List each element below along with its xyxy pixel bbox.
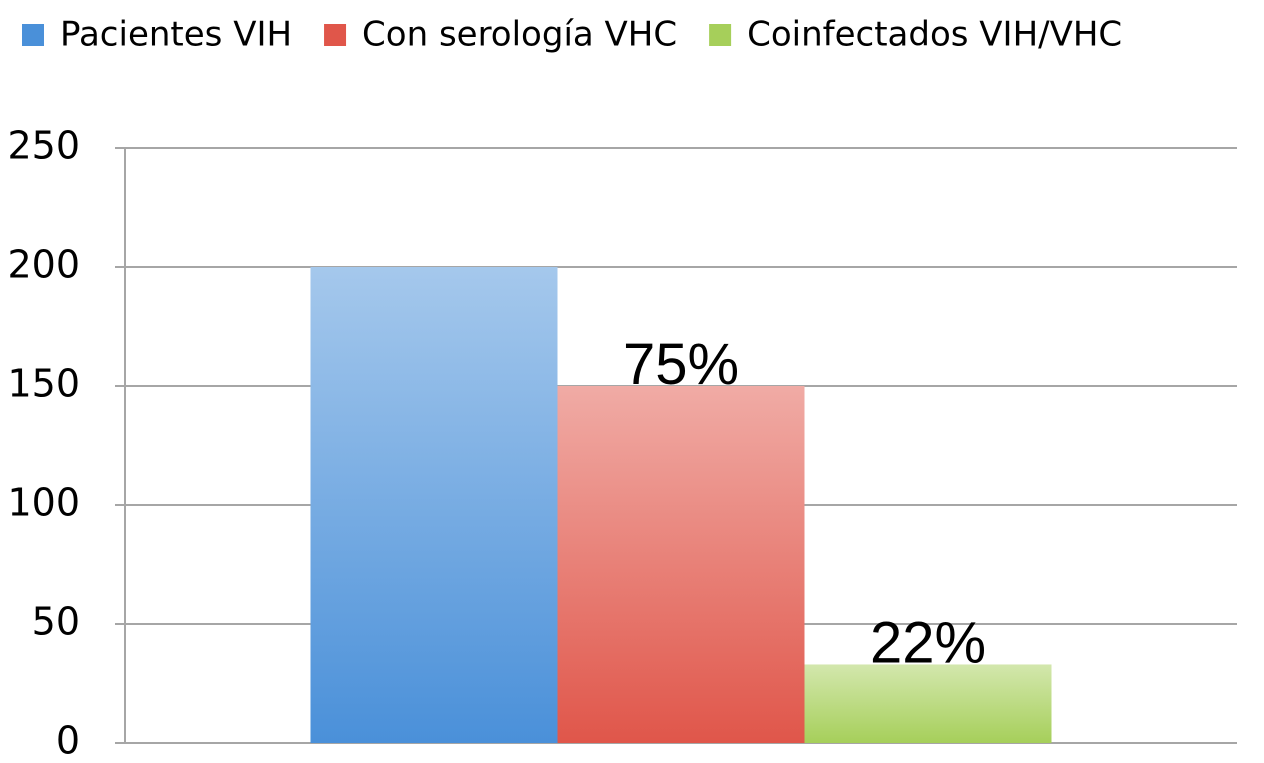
y-tick-label: 50 <box>32 600 80 644</box>
legend-swatch <box>22 24 44 46</box>
bar <box>557 386 805 743</box>
annotation: 75% <box>623 332 739 397</box>
legend-swatch <box>324 24 347 46</box>
y-tick-label: 150 <box>7 362 80 406</box>
bar <box>804 664 1052 743</box>
y-tick-label: 200 <box>7 243 80 287</box>
legend-label: Pacientes VIH <box>60 15 292 55</box>
y-tick-label: 250 <box>7 124 80 168</box>
y-tick-label: 100 <box>7 481 80 525</box>
bar <box>310 267 558 743</box>
y-tick-label: 0 <box>56 719 80 763</box>
legend-label: Con serología VHC <box>362 15 677 55</box>
annotation: 22% <box>870 610 986 675</box>
legend-label: Coinfectados VIH/VHC <box>747 15 1122 55</box>
legend-swatch <box>709 24 732 46</box>
